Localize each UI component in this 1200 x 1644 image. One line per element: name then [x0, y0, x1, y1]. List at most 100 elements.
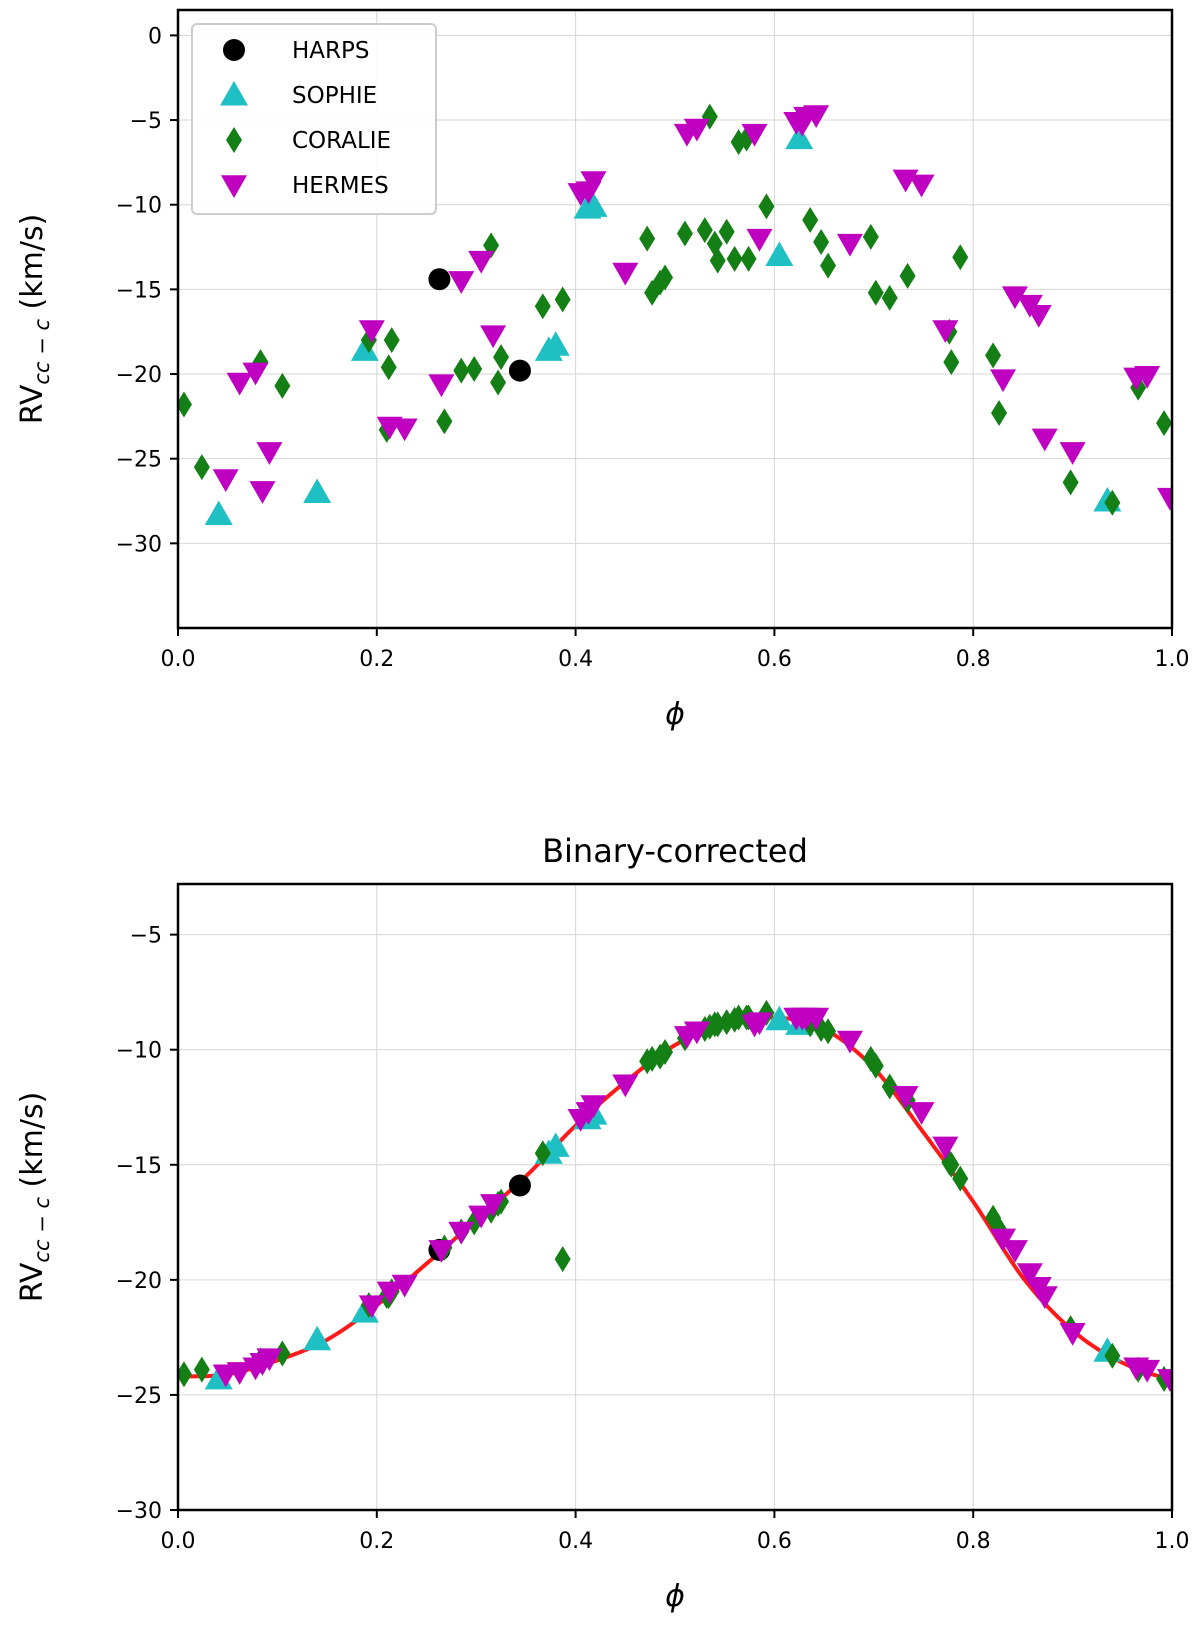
hermes-point-2	[242, 362, 269, 386]
hermes-point-7	[391, 418, 418, 442]
coralie-point-31	[802, 206, 819, 233]
coralie-point-36	[881, 284, 898, 311]
x-tick-label-4: 0.8	[956, 1529, 991, 1554]
hermes-point-5	[358, 1295, 385, 1319]
coralie-point-33	[820, 252, 837, 279]
y-tick-label-1: −10	[116, 1039, 162, 1064]
y-axis-label: RVcc − c (km/s)	[15, 1092, 54, 1303]
x-tick-label-0: 0.0	[161, 1529, 196, 1554]
hermes-point-36	[1157, 487, 1172, 511]
harps-point-0	[428, 268, 451, 291]
coralie-point-39	[943, 1151, 960, 1178]
x-axis-label: ϕ	[665, 1579, 685, 1614]
hermes-point-11	[480, 325, 507, 349]
hermes-point-10	[468, 250, 495, 274]
harps-point-1	[508, 359, 531, 382]
coralie-point-46	[1156, 410, 1172, 437]
y-tick-label-2: −10	[116, 194, 162, 219]
coralie-point-39	[943, 349, 960, 376]
x-tick-label-1: 0.2	[359, 1529, 394, 1554]
series-hermes	[212, 105, 1172, 511]
y-axis-label-unit: (km/s)	[15, 214, 50, 319]
coralie-point-21	[696, 217, 713, 244]
harps-point-1	[508, 1174, 531, 1197]
x-tick-label-2: 0.4	[558, 1529, 593, 1554]
legend-label-coralie: CORALIE	[292, 128, 391, 154]
hermes-point-4	[256, 442, 283, 465]
coralie-point-26	[726, 245, 743, 272]
x-tick-label-5: 1.0	[1155, 1529, 1190, 1554]
axes-frame	[176, 8, 1174, 630]
legend-label-harps: HARPS	[292, 38, 369, 64]
legend-harps-point-0	[223, 39, 245, 61]
sophie-point-7	[765, 241, 794, 267]
hermes-point-28	[990, 369, 1017, 393]
legend: HARPS SOPHIE CORALIE HERMES	[191, 23, 437, 215]
coralie-point-24	[709, 247, 726, 274]
coralie-point-29	[740, 245, 757, 272]
hermes-point-33	[1059, 442, 1086, 465]
plot-area	[178, 103, 1172, 526]
hermes-point-23	[803, 1007, 830, 1031]
hermes-point-30	[1016, 1263, 1043, 1286]
y-tick-label-0: −5	[130, 924, 162, 949]
coralie-point-9	[453, 357, 470, 384]
model-curve	[178, 1015, 1172, 1381]
x-tick-label-4: 0.8	[956, 647, 991, 672]
hermes-point-0	[212, 469, 239, 493]
coralie-point-32	[813, 228, 830, 255]
x-tick-label-5: 1.0	[1155, 647, 1190, 672]
coralie-point-33	[820, 1018, 837, 1045]
hermes-point-15	[612, 1074, 639, 1098]
coralie-point-35	[867, 1052, 884, 1079]
coralie-point-30	[758, 193, 775, 220]
coralie-point-40	[952, 244, 969, 271]
coralie-point-44	[1104, 489, 1121, 516]
y-tick-label-1: −5	[130, 109, 162, 134]
hermes-point-36	[1157, 1369, 1172, 1392]
legend-hermes-point-0	[221, 175, 247, 198]
coralie-point-8	[436, 408, 453, 435]
legend-coralie-point-0	[226, 127, 242, 153]
legend-label-hermes: HERMES	[292, 173, 389, 199]
sophie-point-6	[579, 192, 608, 217]
hermes-point-17	[683, 118, 710, 142]
hermes-point-24	[836, 1030, 863, 1054]
coralie-point-42	[991, 399, 1008, 426]
x-tick-label-0: 0.0	[161, 647, 196, 672]
legend-label-sophie: SOPHIE	[292, 83, 377, 109]
hermes-point-15	[612, 262, 639, 286]
sophie-point-7	[765, 1005, 794, 1031]
hermes-point-26	[908, 174, 935, 198]
x-tick-label-3: 0.6	[757, 1529, 792, 1554]
hermes-point-1	[226, 372, 253, 396]
coralie-point-41	[985, 342, 1002, 369]
hermes-point-14	[580, 1095, 607, 1118]
y-tick-label-2: −15	[116, 1154, 162, 1179]
coralie-point-6	[380, 354, 397, 381]
coralie-point-13	[493, 344, 510, 371]
hermes-point-3	[249, 481, 276, 504]
sophie-point-4	[541, 331, 570, 356]
hermes-point-31	[1025, 305, 1052, 328]
hermes-point-27	[932, 1136, 959, 1160]
hermes-point-29	[1001, 1240, 1028, 1263]
y-tick-label-3: −20	[116, 1269, 162, 1294]
coralie-point-36	[881, 1073, 898, 1100]
coralie-point-10	[466, 355, 483, 382]
hermes-point-32	[1031, 1286, 1058, 1309]
coralie-point-1	[193, 454, 210, 481]
coralie-point-1	[193, 1356, 210, 1383]
coralie-point-20	[676, 220, 693, 247]
coralie-point-34	[862, 223, 879, 250]
sophie-point-0	[204, 500, 233, 526]
hermes-point-35	[1134, 1359, 1161, 1383]
hermes-point-28	[990, 1228, 1017, 1252]
hermes-point-11	[480, 1194, 507, 1217]
coralie-point-7	[383, 327, 400, 354]
coralie-point-14	[534, 1140, 551, 1167]
panel-bottom: 0.0 0.2 0.4 0.6 0.8 1.0 −5 −10 −15 −20 −25 −30 ϕ RVcc…	[15, 832, 1190, 1614]
chart-title: Binary-corrected	[542, 832, 808, 870]
coralie-point-43	[1062, 469, 1079, 496]
y-tick-label-5: −25	[116, 448, 162, 473]
